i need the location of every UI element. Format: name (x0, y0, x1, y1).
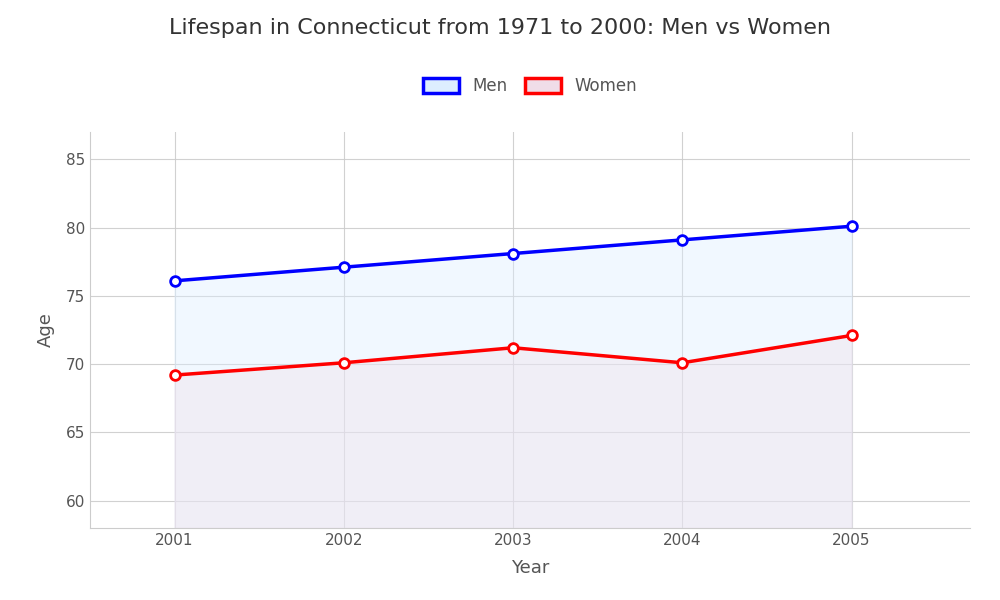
Y-axis label: Age: Age (37, 313, 55, 347)
Legend: Men, Women: Men, Women (414, 69, 646, 104)
Text: Lifespan in Connecticut from 1971 to 2000: Men vs Women: Lifespan in Connecticut from 1971 to 200… (169, 18, 831, 38)
X-axis label: Year: Year (511, 559, 549, 577)
